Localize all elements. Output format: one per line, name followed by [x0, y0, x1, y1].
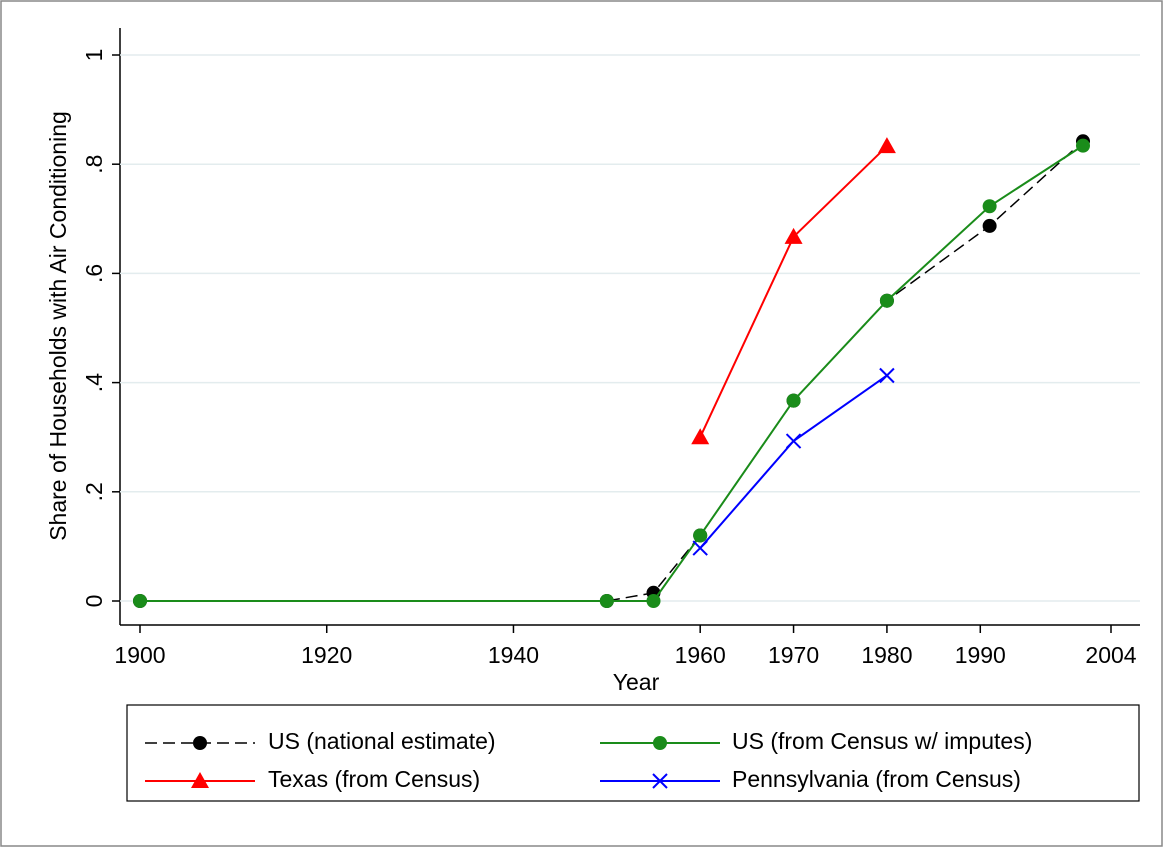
legend-label: Pennsylvania (from Census)	[732, 766, 1021, 792]
y-tick-label: 0	[81, 595, 107, 608]
legend-key-marker	[193, 736, 207, 750]
legend-label: US (national estimate)	[268, 728, 496, 754]
y-tick-label: .6	[81, 264, 107, 283]
x-tick-label: 1980	[861, 642, 912, 668]
y-tick-label: 1	[81, 49, 107, 62]
marker	[784, 227, 803, 244]
marker	[133, 594, 147, 608]
marker	[879, 293, 894, 308]
marker	[646, 594, 661, 608]
marker	[692, 540, 708, 556]
legend-key-marker	[191, 772, 209, 788]
x-tick-label: 1920	[301, 642, 352, 668]
x-axis-title: Year	[613, 669, 660, 695]
x-tick-label: 1970	[768, 642, 819, 668]
x-tick-label: 1960	[675, 642, 726, 668]
marker	[982, 218, 997, 233]
x-tick-label: 1900	[114, 642, 165, 668]
marker	[691, 428, 710, 445]
x-tick-label: 1940	[488, 642, 539, 668]
legend-key-marker	[652, 773, 668, 789]
marker	[599, 594, 614, 608]
legend-label: US (from Census w/ imputes)	[732, 728, 1032, 754]
marker	[785, 433, 802, 449]
marker	[879, 367, 895, 384]
x-tick-label: 2004	[1085, 642, 1136, 668]
marker	[693, 528, 708, 543]
y-tick-label: .8	[81, 155, 107, 174]
y-axis-title: Share of Households with Air Conditionin…	[45, 111, 71, 541]
marker	[877, 137, 896, 154]
marker	[786, 393, 801, 408]
y-tick-label: .2	[81, 482, 107, 501]
x-tick-label: 1990	[955, 642, 1006, 668]
y-tick-label: .4	[81, 373, 107, 392]
marker	[1075, 138, 1090, 153]
legend-box	[126, 704, 1140, 802]
legend-label: Texas (from Census)	[268, 766, 480, 792]
series-line	[140, 144, 1084, 602]
legend-key-marker	[653, 736, 667, 750]
marker	[982, 199, 997, 214]
